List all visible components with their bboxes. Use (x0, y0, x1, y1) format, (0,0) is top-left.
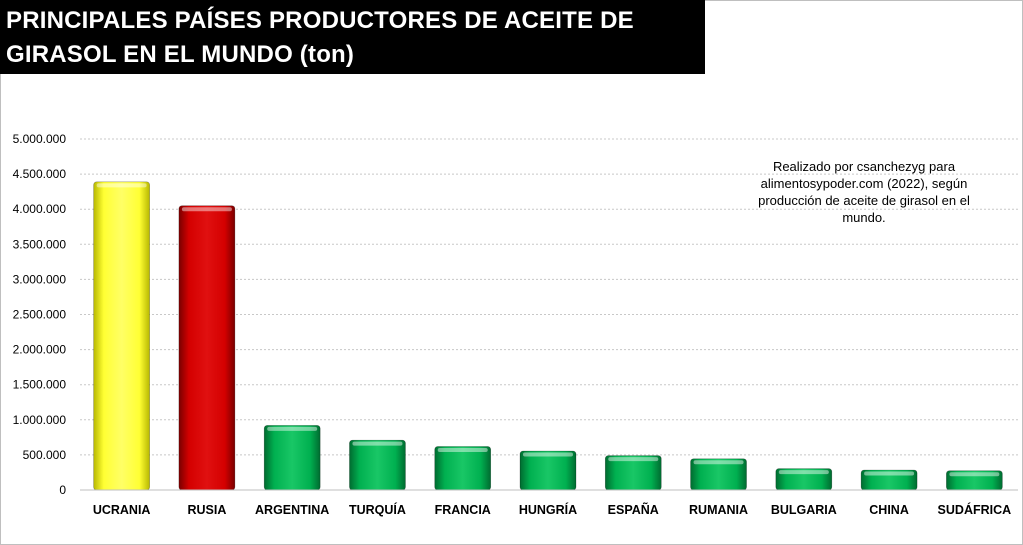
bar-francia (434, 446, 492, 491)
y-tick-label: 4.000.000 (13, 202, 67, 216)
x-tick-label: ESPAÑA (608, 502, 659, 517)
bar-highlight (864, 471, 915, 476)
bar-highlight (96, 183, 147, 188)
y-tick-label: 3.500.000 (13, 237, 67, 251)
y-tick-label: 4.500.000 (13, 167, 67, 181)
bar-turquía (349, 439, 406, 491)
title-line-2: GIRASOL EN EL MUNDO (ton) (6, 41, 355, 68)
x-tick-label: HUNGRÍA (519, 502, 577, 517)
y-tick-label: 500.000 (23, 448, 67, 462)
y-tick-label: 2.500.000 (13, 308, 67, 322)
y-tick-label: 3.000.000 (13, 272, 67, 286)
bar-highlight (437, 447, 488, 452)
x-tick-label: CHINA (869, 503, 909, 517)
chart-title: PRINCIPALES PAÍSES PRODUCTORES DE ACEITE… (0, 0, 705, 74)
y-axis: 0 500.000 1.000.000 1.500.000 2.000.000 2.500… (13, 132, 67, 497)
bar-hungría (519, 450, 577, 491)
y-tick-label: 0 (59, 483, 66, 497)
bar-highlight (352, 441, 403, 446)
x-tick-label: UCRANIA (93, 503, 151, 517)
x-tick-label: ARGENTINA (255, 503, 329, 517)
source-annotation: Realizado por csanchezyg para alimentosy… (758, 159, 970, 225)
y-tick-label: 1.500.000 (13, 378, 67, 392)
bar-highlight (523, 452, 573, 457)
x-axis: UCRANIA RUSIA ARGENTINA TURQUÍA FRANCIA HUNGR… (80, 489, 1018, 517)
bar-highlight (778, 470, 829, 475)
x-tick-label: RUMANIA (689, 503, 748, 517)
bar-highlight (267, 426, 318, 431)
bar-ucrania (93, 181, 150, 491)
y-tick-label: 2.000.000 (13, 343, 67, 357)
bar-highlight (949, 472, 1000, 477)
bars (93, 181, 1003, 491)
y-tick-label: 1.000.000 (13, 413, 67, 427)
bar-highlight (608, 457, 659, 462)
bar-highlight (181, 207, 232, 212)
x-tick-label: TURQUÍA (349, 502, 406, 517)
y-tick-label: 5.000.000 (13, 132, 67, 146)
x-tick-label: FRANCIA (435, 503, 491, 517)
bar-highlight (693, 460, 744, 465)
title-line-1: PRINCIPALES PAÍSES PRODUCTORES DE ACEITE… (6, 7, 634, 34)
gridlines (80, 138, 1018, 456)
x-tick-label: BULGARIA (771, 503, 837, 517)
bar-argentina (263, 425, 321, 491)
x-tick-label: RUSIA (187, 503, 226, 517)
x-tick-label: SUDÁFRICA (938, 502, 1012, 517)
bar-rusia (178, 205, 236, 491)
